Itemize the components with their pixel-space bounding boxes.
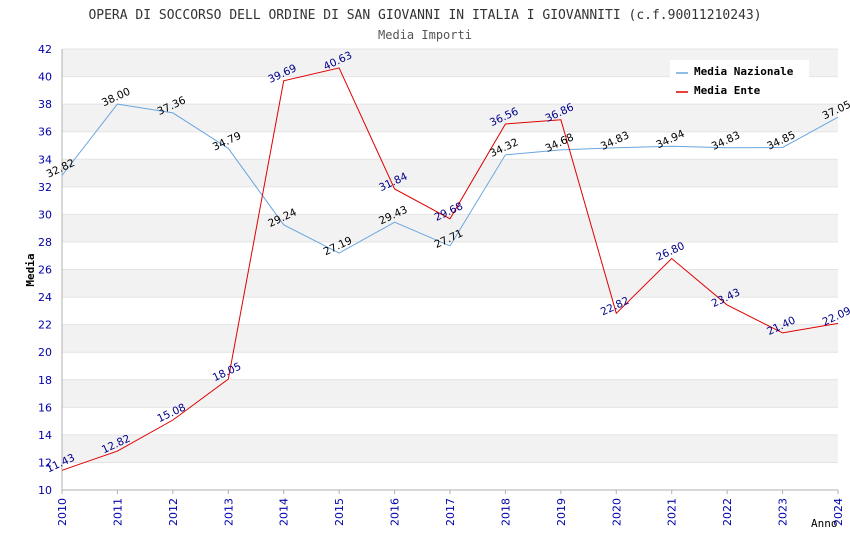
y-tick-label: 32 (38, 181, 52, 194)
y-tick-label: 38 (38, 98, 52, 111)
chart-subtitle: Media Importi (378, 28, 472, 42)
data-label: 34.83 (599, 129, 631, 153)
grid-band (62, 324, 838, 353)
grid-band (62, 379, 838, 408)
y-tick-label: 26 (38, 264, 52, 277)
data-label: 34.83 (710, 129, 742, 153)
x-tick-label: 2015 (333, 498, 346, 526)
x-axis-label: Anno (811, 517, 838, 530)
x-tick-label: 2012 (167, 498, 180, 526)
x-tick-label: 2018 (499, 498, 512, 526)
x-tick-label: 2010 (56, 498, 69, 526)
x-tick-label: 2013 (222, 498, 235, 526)
legend-label-media-nazionale: Media Nazionale (694, 65, 794, 78)
x-tick-label: 2024 (832, 498, 845, 526)
y-tick-label: 28 (38, 236, 52, 249)
legend: Media Nazionale Media Ente (670, 60, 809, 100)
data-label: 22.82 (599, 295, 631, 319)
y-tick-label: 30 (38, 208, 52, 221)
x-tick-label: 2020 (610, 498, 623, 526)
y-tick-label: 12 (38, 456, 52, 469)
y-tick-label: 24 (38, 291, 52, 304)
y-tick-label: 18 (38, 374, 52, 387)
grid-band (62, 269, 838, 298)
grid-band (62, 104, 838, 132)
y-tick-label: 14 (38, 429, 52, 442)
series-line-0 (61, 103, 839, 254)
x-tick-label: 2021 (666, 498, 679, 526)
y-axis-label: Media (24, 253, 37, 286)
x-tick-label: 2017 (444, 498, 457, 526)
series-lines (61, 67, 839, 471)
grid-band (62, 434, 838, 463)
data-label: 34.68 (543, 131, 575, 155)
grid-band (62, 159, 838, 187)
legend-box (670, 60, 809, 100)
series-line-1 (61, 67, 839, 471)
y-tick-label: 16 (38, 401, 52, 414)
y-tick-label: 42 (38, 43, 52, 56)
y-tick-label: 34 (38, 153, 52, 166)
y-tick-label: 36 (38, 126, 52, 139)
y-tick-label: 40 (38, 71, 52, 84)
grid-bands (62, 48, 838, 491)
axes (61, 49, 839, 494)
y-tick-label: 10 (38, 484, 52, 497)
data-label: 34.85 (765, 129, 797, 153)
y-tick-label: 20 (38, 346, 52, 359)
x-tick-label: 2023 (777, 498, 790, 526)
y-tick-label: 22 (38, 319, 52, 332)
legend-label-media-ente: Media Ente (694, 84, 761, 97)
x-tick-label: 2022 (721, 498, 734, 526)
x-tick-label: 2011 (111, 498, 124, 526)
x-tick-label: 2016 (389, 498, 402, 526)
chart-title: OPERA DI SOCCORSO DELL ORDINE DI SAN GIO… (88, 8, 761, 23)
x-tick-label: 2014 (278, 498, 291, 526)
x-tick-label: 2019 (555, 498, 568, 526)
data-label: 34.79 (211, 130, 243, 154)
